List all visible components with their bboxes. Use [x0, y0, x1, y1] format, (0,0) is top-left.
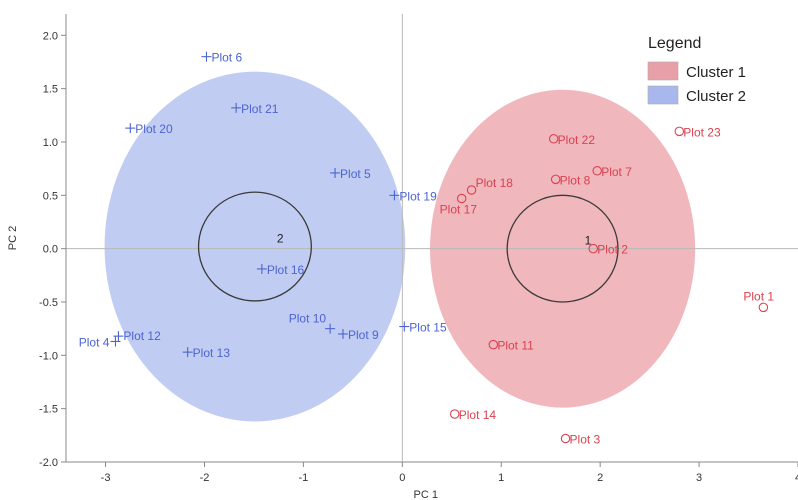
point-marker-circle — [592, 166, 602, 176]
point-label: Plot 14 — [459, 408, 497, 422]
legend: Legend Cluster 1 Cluster 2 — [647, 35, 746, 105]
point-marker-circle — [758, 302, 769, 313]
point-label: Plot 11 — [497, 339, 534, 353]
point-label: Plot 21 — [241, 102, 279, 116]
point-marker-circle — [466, 185, 477, 195]
point-marker-circle — [456, 193, 467, 204]
y-axis-title: PC 2 — [7, 226, 19, 250]
y-tick-label: -1.0 — [39, 350, 58, 362]
legend-swatch — [647, 85, 679, 105]
point-marker-circle — [548, 134, 559, 144]
point-label: Plot 16 — [267, 263, 305, 277]
y-tick-label: -1.5 — [39, 404, 58, 416]
point-marker-plus — [182, 347, 193, 358]
point-marker-plus — [337, 329, 348, 339]
y-tick-label: -2.0 — [39, 457, 58, 469]
point-marker-circle — [450, 409, 460, 419]
y-tick-label: 0.5 — [43, 190, 58, 202]
point-marker-plus — [325, 323, 336, 334]
point-label: Plot 9 — [348, 328, 379, 342]
point-marker-plus — [110, 336, 121, 347]
cluster-center-label: 1 — [585, 234, 592, 248]
point-label: Plot 2 — [597, 243, 628, 257]
y-tick-label: 1.5 — [43, 84, 58, 96]
point-label: Plot 23 — [683, 125, 721, 139]
point-label: Plot 20 — [135, 122, 173, 136]
y-tick-label: 2.0 — [43, 30, 58, 42]
point-label: Plot 17 — [440, 203, 478, 217]
cluster-ellipse — [104, 71, 406, 422]
x-tick-label: 2 — [597, 472, 603, 484]
cluster-inner-circle — [506, 194, 619, 303]
point-label: Plot 7 — [601, 165, 632, 179]
x-axis-title: PC 1 — [414, 489, 438, 500]
x-tick-label: -3 — [101, 472, 111, 484]
point-label: Plot 22 — [558, 133, 596, 147]
point-marker-plus — [399, 321, 410, 332]
point-marker-circle — [550, 174, 561, 185]
point-label: Plot 13 — [193, 346, 231, 360]
legend-label: Cluster 1 — [686, 64, 746, 81]
data-points: Plot 1 Plot 2 Plot 3 Plot 7 Plot 8 Plot 11 Plo… — [79, 51, 775, 447]
point-label: Plot 6 — [211, 51, 242, 65]
y-tick-label: 1.0 — [43, 137, 58, 149]
axes: 2.01.51.00.50.0-0.5-1.0-1.5-2.0-3 -2 -1 0 1 2… — [7, 30, 798, 500]
point-label: Plot 10 — [289, 312, 327, 326]
legend-label: Cluster 2 — [686, 88, 746, 105]
point-label: Plot 1 — [743, 289, 774, 303]
point-label: Plot 5 — [340, 167, 371, 181]
x-tick-label: -2 — [200, 472, 210, 484]
point-marker-circle — [488, 339, 499, 350]
point-label: Plot 18 — [476, 176, 514, 190]
point-marker-plus — [201, 51, 212, 62]
y-tick-label: 0.0 — [43, 244, 58, 256]
reference-lines — [66, 14, 798, 462]
cluster-inner-circle — [197, 191, 312, 302]
point-label: Plot 8 — [560, 173, 591, 187]
x-tick-label: -1 — [299, 472, 309, 484]
x-tick-label: 4 — [795, 472, 798, 484]
point-marker-circle — [588, 243, 598, 254]
point-marker-circle — [674, 126, 685, 137]
x-tick-label: 1 — [498, 472, 504, 484]
point-label: Plot 19 — [399, 189, 437, 203]
legend-swatch — [647, 61, 679, 81]
cluster-inner-circles: 12 — [197, 191, 619, 303]
point-marker-plus — [256, 263, 267, 274]
point-marker-plus — [330, 167, 341, 178]
point-marker-circle — [560, 433, 571, 444]
legend-title: Legend — [648, 35, 701, 52]
point-label: Plot 3 — [570, 433, 601, 447]
point-marker-plus — [389, 190, 400, 201]
point-label: Plot 12 — [123, 329, 161, 343]
point-marker-plus — [125, 123, 136, 134]
point-marker-plus — [113, 331, 124, 342]
point-marker-plus — [231, 102, 242, 113]
cluster-center-label: 2 — [277, 232, 284, 246]
y-tick-label: -0.5 — [39, 297, 58, 309]
x-tick-label: 0 — [399, 472, 405, 484]
point-label: Plot 4 — [79, 335, 110, 349]
x-tick-label: 3 — [696, 472, 702, 484]
point-label: Plot 15 — [409, 321, 447, 335]
